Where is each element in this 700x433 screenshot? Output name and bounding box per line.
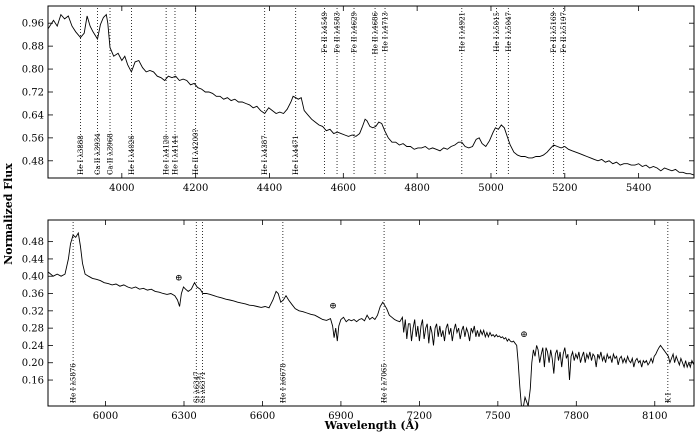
y-tick-label: 0.32 [22,306,44,317]
line-id-label: K I [664,393,672,403]
y-tick-label: 0.96 [22,19,44,30]
x-tick-label: 6300 [171,411,196,422]
line-id-label: Fe II λ5169 [550,12,558,53]
line-id-label: He II λ4200? [192,129,200,175]
line-id-label: Ca II λ3934 [94,133,102,175]
panel-top-blue-spectrum: 4000 4200 4400 4600 4800 5000 5200 5400 0.48 0.56… [22,5,695,194]
line-id-label: He II λ4686 [372,11,380,54]
y-tick-label: 0.40 [22,272,44,283]
line-id-label: He I λ4144 [171,135,179,175]
x-tick-label: 4800 [404,183,429,194]
y-tick-label: 0.88 [22,42,44,53]
x-tick-label: 6900 [328,411,353,422]
y-tick-label: 0.36 [22,289,44,300]
line-id-label: He I λ4713 [382,12,390,52]
x-tick-label: 5000 [478,183,503,194]
line-id-label: Fe II λ4583 [334,12,342,53]
y-tick-label: 0.28 [22,324,44,335]
line-id-label: He I λ5015 [493,12,501,52]
x-tick-label: 7500 [485,411,510,422]
y-tick-label: 0.16 [22,376,44,387]
x-axis-label: Wavelength (Å) [324,418,420,432]
telluric-symbol: ⊕ [175,274,183,284]
y-tick-label: 0.44 [22,254,44,265]
line-id-label: He I λ7065 [381,363,389,403]
line-id-label: Fe II λ4629 [351,12,359,53]
y-tick-label: 0.48 [22,156,44,167]
line-id-label: Fe II λ5197 [560,12,568,53]
line-id-label: He I λ4387 [261,135,269,175]
x-tick-label: 8100 [642,411,667,422]
panel-bottom-red-spectrum: 6000 6300 6600 6900 7200 7500 7800 8100 0.16 0.20… [22,219,695,422]
y-tick-label: 0.80 [22,65,44,76]
line-id-label: He I λ4120 [163,135,171,175]
telluric-symbol: ⊕ [520,330,528,340]
line-id-label: He I λ6678 [279,363,287,403]
x-tick-label: 4400 [257,183,282,194]
line-id-label: Si λ6347 [193,371,201,403]
spectrum-line [48,13,694,176]
x-tick-label: 7800 [564,411,589,422]
plot-frame [47,219,695,407]
x-tick-label: 4600 [331,183,356,194]
x-tick-label: 6000 [93,411,118,422]
y-tick-label: 0.72 [22,88,44,99]
y-tick-label: 0.56 [22,133,44,144]
line-id-label: Ca II λ3968 [107,133,115,175]
y-tick-label: 0.48 [22,237,44,248]
line-id-label: He I λ5047 [505,12,513,52]
line-id-label: He I λ5876 [70,363,78,403]
y-tick-label: 0.64 [22,110,44,121]
x-tick-label: 5200 [552,183,577,194]
x-tick-label: 7200 [407,411,432,422]
y-tick-label: 0.24 [22,341,44,352]
telluric-symbol: ⊕ [329,302,337,312]
x-tick-label: 4000 [109,183,134,194]
line-id-label: He I λ4921 [458,12,466,52]
x-tick-label: 5400 [626,183,651,194]
y-tick-label: 0.20 [22,358,44,369]
x-tick-label: 4200 [183,183,208,194]
line-id-label: He I λ4026 [128,135,136,175]
line-id-label: Fe II λ4549 [321,12,329,53]
x-tick-label: 6600 [250,411,275,422]
y-axis-label: Normalized Flux [2,163,15,265]
line-id-label: Si λ6371 [199,371,207,403]
spectrum-line [48,231,694,406]
line-id-label: He I λ4471 [292,135,300,175]
line-id-label: He I λ3888 [77,135,85,175]
